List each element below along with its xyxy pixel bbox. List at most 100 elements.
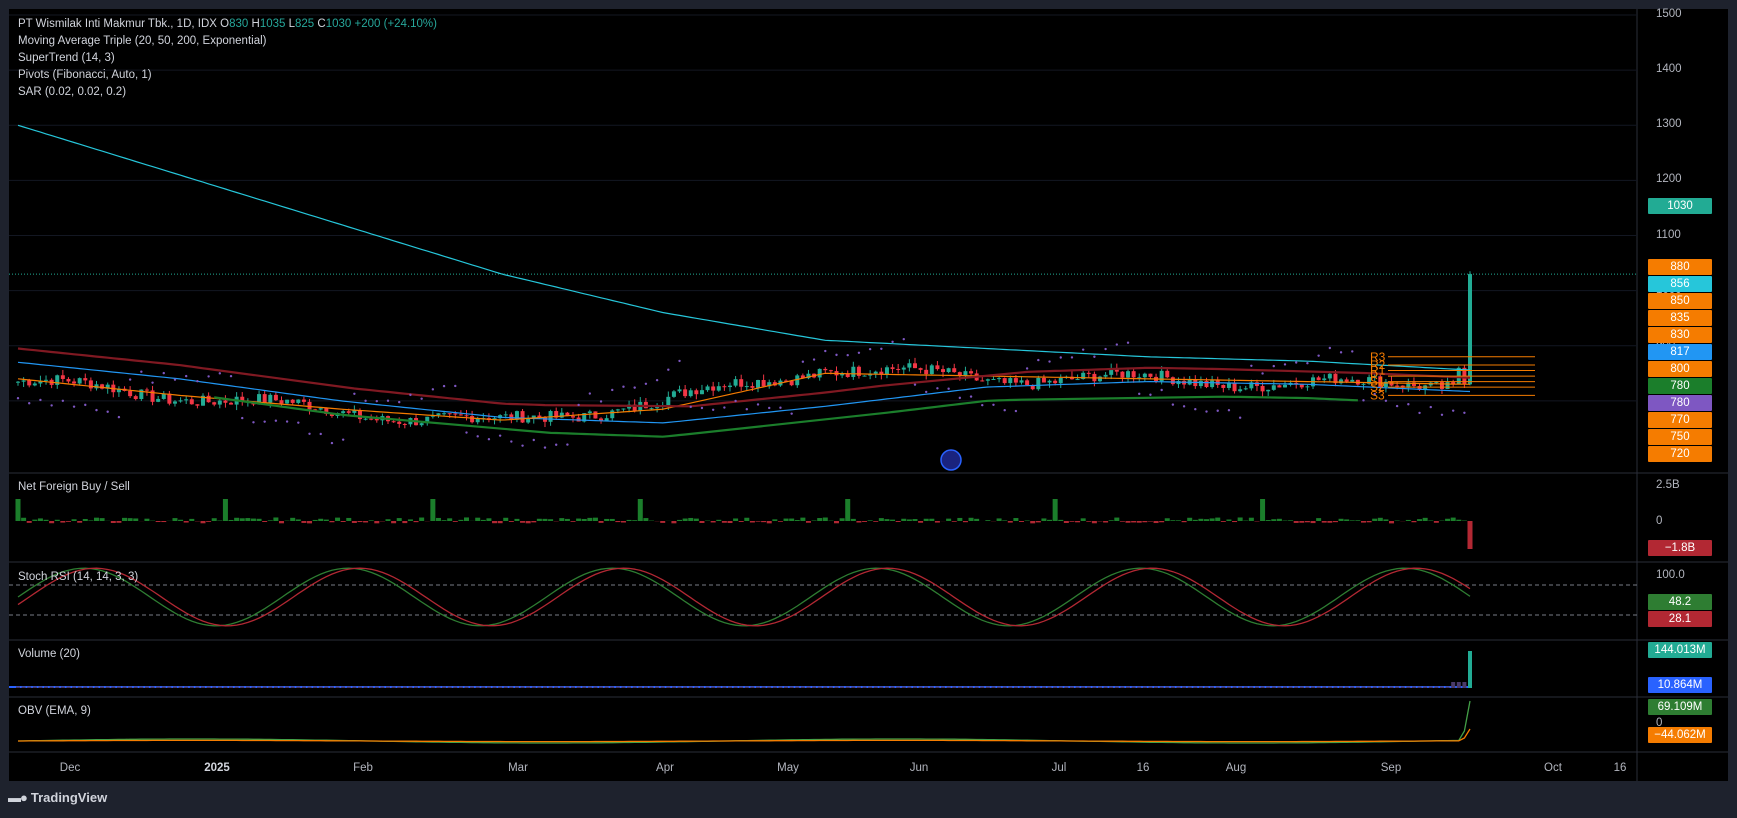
net-foreign-bar	[267, 520, 273, 521]
sar-dot	[790, 412, 793, 415]
indicator-sar[interactable]: SAR (0.02, 0.02, 0.2)	[18, 86, 127, 98]
net-foreign-bar	[699, 521, 705, 523]
candle-body	[1361, 383, 1366, 385]
volume-bar	[144, 686, 149, 688]
candle-body	[509, 414, 514, 420]
candle-body	[307, 401, 312, 410]
volume-bar	[262, 686, 267, 688]
candle-body	[1411, 382, 1416, 387]
net-foreign-bar	[368, 520, 374, 521]
volume-bar	[952, 686, 957, 688]
candle-body	[290, 399, 295, 403]
net-foreign-label[interactable]: Net Foreign Buy / Sell	[18, 481, 130, 493]
net-foreign-bar	[492, 521, 498, 524]
net-foreign-bar	[1383, 519, 1389, 521]
net-foreign-bar	[239, 518, 245, 521]
net-foreign-bar	[789, 518, 795, 521]
volume-bar	[60, 686, 65, 688]
stoch-rsi-label[interactable]: Stoch RSI (14, 14, 3, 3)	[18, 571, 139, 583]
volume-bar	[935, 686, 940, 688]
candle-body	[1372, 376, 1377, 378]
candle-body	[240, 396, 245, 402]
net-foreign-bar	[727, 521, 733, 524]
candle-body	[666, 396, 671, 406]
volume-bar	[582, 686, 587, 688]
candle-body	[1277, 385, 1282, 388]
net-foreign-bar	[906, 519, 912, 521]
indicator-ma-triple[interactable]: Moving Average Triple (20, 50, 200, Expo…	[18, 35, 267, 47]
obv-label[interactable]: OBV (EMA, 9)	[18, 705, 91, 717]
volume-bar	[1097, 686, 1102, 688]
candle-body	[436, 413, 441, 416]
candle-body	[352, 410, 357, 413]
sar-dot	[554, 443, 558, 446]
net-foreign-bar	[1433, 521, 1439, 523]
net-foreign-bar	[189, 518, 195, 521]
volume-bar	[789, 686, 794, 688]
volume-bar	[285, 686, 290, 688]
sar-dot	[768, 406, 771, 410]
volume-bar	[1411, 686, 1416, 688]
candle-body	[1165, 370, 1170, 378]
volume-bar	[941, 686, 946, 688]
candle-body	[1081, 372, 1086, 380]
net-foreign-bar	[570, 521, 576, 522]
candle-body	[133, 396, 138, 400]
supertrend-up-line	[214, 395, 1358, 438]
volume-bar	[1254, 686, 1259, 688]
net-foreign-bar	[946, 518, 952, 521]
sar-dot	[925, 390, 928, 394]
price-tag: 780	[1648, 378, 1712, 394]
indicator-supertrend[interactable]: SuperTrend (14, 3)	[18, 52, 115, 64]
candle-body	[1333, 373, 1338, 384]
volume-bar	[357, 686, 362, 688]
candle-body	[1406, 382, 1411, 388]
net-foreign-bar	[677, 519, 683, 521]
net-foreign-bar	[822, 517, 828, 521]
volume-bar	[1204, 686, 1209, 688]
net-foreign-bar	[1276, 518, 1282, 521]
net-foreign-bar	[1422, 517, 1428, 521]
sar-dot	[734, 399, 737, 403]
net-foreign-bar	[598, 521, 604, 523]
net-foreign-bar	[777, 521, 783, 522]
net-foreign-bar	[144, 518, 150, 521]
volume-bar	[991, 686, 996, 688]
volume-bar	[1114, 686, 1119, 688]
net-foreign-bar	[1125, 521, 1131, 523]
net-foreign-bar	[407, 519, 413, 521]
candle-body	[565, 412, 570, 417]
footer-brand[interactable]: ▬● TradingView	[8, 790, 107, 805]
net-foreign-bar	[1288, 520, 1294, 521]
net-foreign-bar	[234, 517, 240, 521]
volume-bar	[733, 686, 738, 688]
volume-bar	[139, 686, 144, 688]
volume-bar	[1282, 686, 1287, 688]
indicator-pivots[interactable]: Pivots (Fibonacci, Auto, 1)	[18, 69, 152, 81]
net-foreign-bar	[660, 521, 666, 523]
net-foreign-bar	[1260, 499, 1266, 521]
net-foreign-bar	[1063, 521, 1069, 523]
volume-label[interactable]: Volume (20)	[18, 648, 81, 660]
volume-bar	[1182, 686, 1187, 688]
volume-bar	[1120, 686, 1125, 688]
symbol-title[interactable]: PT Wismilak Inti Makmur Tbk., 1D, IDX	[18, 18, 217, 30]
candle-body	[969, 371, 974, 374]
candle-body	[856, 366, 861, 376]
net-foreign-bar	[862, 521, 868, 522]
sar-dot	[1138, 392, 1141, 396]
sar-dot	[510, 440, 513, 443]
volume-bar	[419, 686, 424, 688]
volume-bar	[823, 686, 828, 688]
volume-bar	[1019, 686, 1024, 688]
candle-body	[189, 399, 194, 405]
sar-dot	[196, 380, 199, 383]
candle-body	[828, 370, 833, 372]
pivot-label: R1	[1370, 364, 1386, 378]
net-foreign-bar	[1052, 499, 1058, 521]
candle-body	[1316, 377, 1321, 381]
net-foreign-bar	[183, 521, 189, 523]
candle-body	[756, 380, 761, 388]
volume-bar	[772, 686, 777, 688]
